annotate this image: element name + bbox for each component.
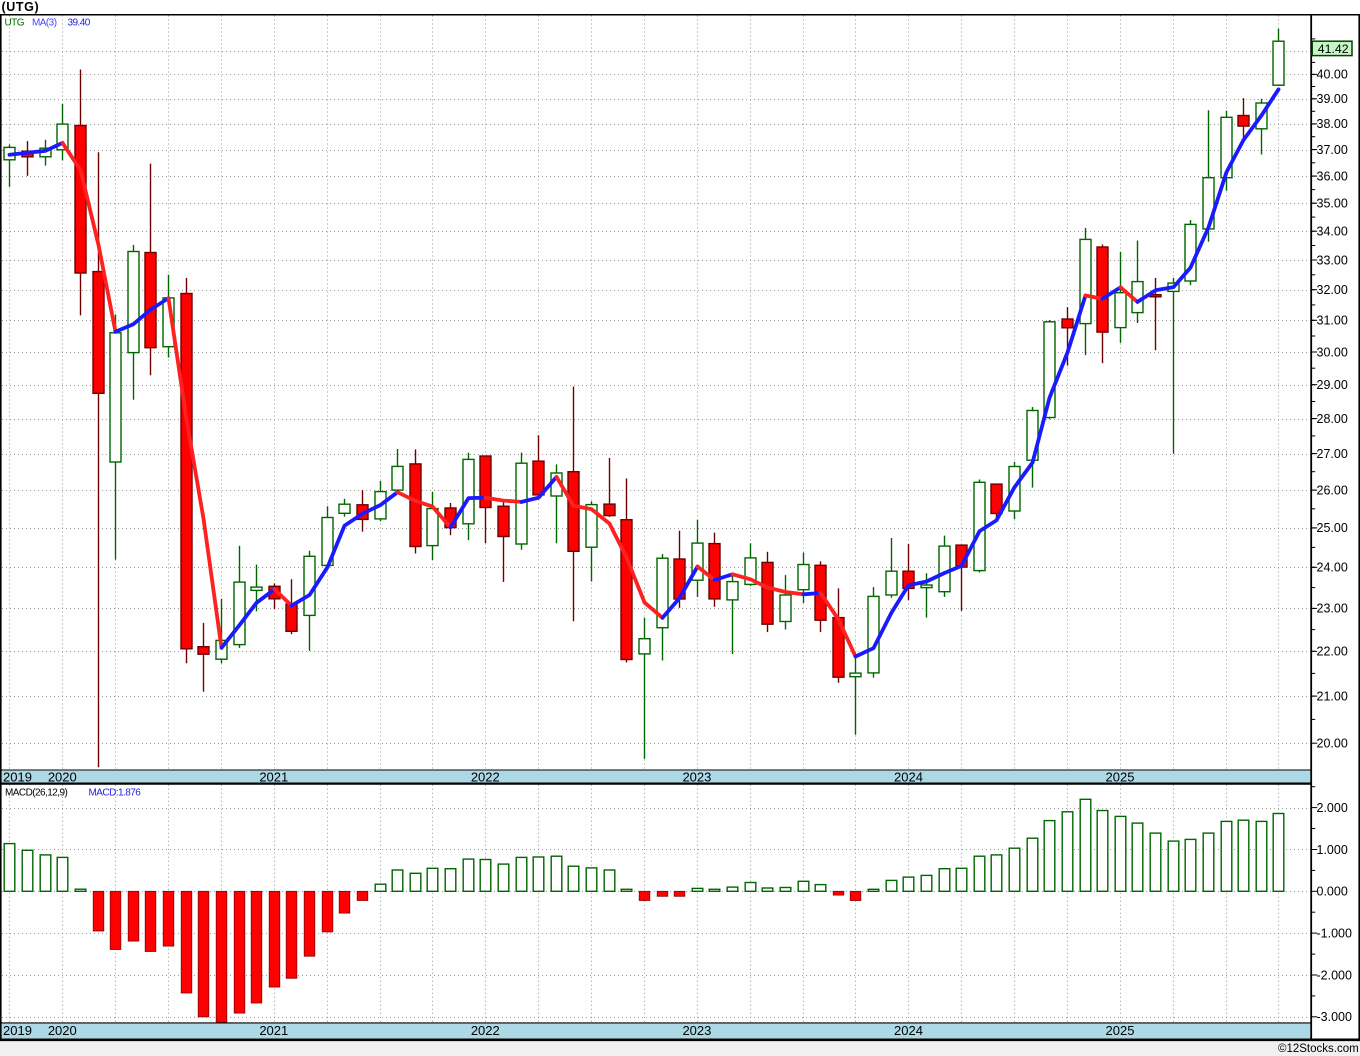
svg-text:20.00: 20.00	[1317, 737, 1348, 751]
svg-text:37.00: 37.00	[1317, 143, 1348, 157]
svg-text:36.00: 36.00	[1317, 169, 1348, 183]
svg-text:22.00: 22.00	[1317, 645, 1348, 659]
svg-text:MACD:1.876: MACD:1.876	[89, 788, 142, 799]
svg-text:35.00: 35.00	[1317, 197, 1348, 211]
svg-text:41.42: 41.42	[1318, 42, 1349, 56]
svg-text:2.000: 2.000	[1317, 801, 1348, 815]
svg-text:2022: 2022	[471, 769, 500, 784]
svg-text:23.00: 23.00	[1317, 602, 1348, 616]
svg-text:UTG: UTG	[5, 18, 25, 29]
svg-text:2022: 2022	[471, 1023, 500, 1038]
svg-text:-1.000: -1.000	[1317, 926, 1352, 940]
svg-text:2020: 2020	[48, 769, 77, 784]
svg-text:2024: 2024	[894, 1023, 923, 1038]
svg-text:24.00: 24.00	[1317, 561, 1348, 575]
svg-text:2023: 2023	[682, 1023, 711, 1038]
svg-text:©12Stocks.com: ©12Stocks.com	[1278, 1043, 1359, 1055]
svg-text:-3.000: -3.000	[1317, 1010, 1352, 1024]
svg-text:2019: 2019	[3, 769, 32, 784]
svg-text:2019: 2019	[3, 1023, 32, 1038]
svg-text:32.00: 32.00	[1317, 283, 1348, 297]
svg-text:39.00: 39.00	[1317, 92, 1348, 106]
svg-text:2025: 2025	[1106, 769, 1135, 784]
svg-text:2024: 2024	[894, 769, 923, 784]
svg-text:2025: 2025	[1106, 1023, 1135, 1038]
svg-text:-2.000: -2.000	[1317, 968, 1352, 982]
svg-text:MA(3): MA(3)	[32, 18, 57, 29]
svg-text:2020: 2020	[48, 1023, 77, 1038]
svg-text:1.000: 1.000	[1317, 843, 1348, 857]
svg-text:34.00: 34.00	[1317, 225, 1348, 239]
svg-text:0.000: 0.000	[1317, 885, 1348, 899]
svg-text:33.00: 33.00	[1317, 253, 1348, 267]
svg-text:2021: 2021	[259, 769, 288, 784]
svg-text:38.00: 38.00	[1317, 117, 1348, 131]
svg-text:25.00: 25.00	[1317, 521, 1348, 535]
svg-text:39.40: 39.40	[68, 18, 91, 29]
svg-text:MACD(26,12,9): MACD(26,12,9)	[5, 788, 68, 799]
svg-text:(UTG): (UTG)	[2, 0, 40, 14]
svg-text:2023: 2023	[682, 769, 711, 784]
svg-text:29.00: 29.00	[1317, 378, 1348, 392]
svg-text:40.00: 40.00	[1317, 68, 1348, 82]
svg-text:30.00: 30.00	[1317, 345, 1348, 359]
svg-text:28.00: 28.00	[1317, 412, 1348, 426]
svg-text:2021: 2021	[259, 1023, 288, 1038]
svg-text:21.00: 21.00	[1317, 689, 1348, 703]
svg-text:26.00: 26.00	[1317, 483, 1348, 497]
svg-text:27.00: 27.00	[1317, 447, 1348, 461]
svg-text:31.00: 31.00	[1317, 314, 1348, 328]
